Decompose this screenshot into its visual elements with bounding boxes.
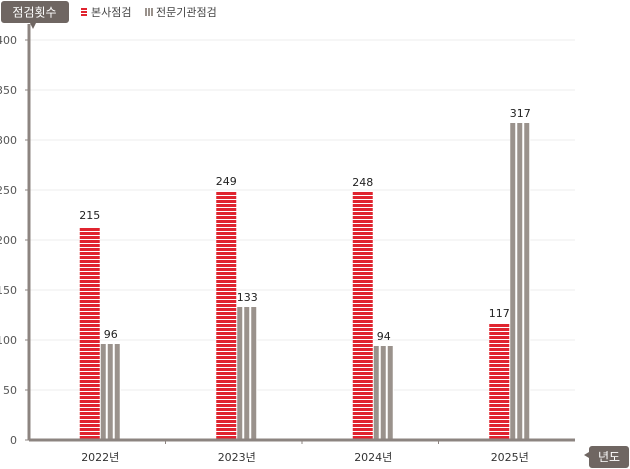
data-label: 317 — [510, 107, 531, 120]
y-tick-label: 400 — [0, 34, 17, 47]
y-tick-label: 150 — [0, 284, 17, 297]
data-label: 133 — [237, 291, 258, 304]
y-tick-label: 350 — [0, 84, 17, 97]
data-label: 117 — [489, 307, 510, 320]
bar-series-1 — [216, 191, 237, 439]
x-axis-title: 년도 — [598, 450, 620, 464]
y-tick-label: 100 — [0, 334, 17, 347]
x-tick-label: 2024년 — [354, 451, 392, 464]
bar-series-1 — [352, 192, 373, 439]
legend-label-series-2: 전문기관점검 — [156, 6, 217, 19]
legend-swatch-series-2 — [145, 8, 153, 16]
bars — [79, 123, 531, 439]
x-axis-title-tag: 년도 — [584, 446, 629, 468]
data-label: 96 — [104, 328, 118, 341]
labels: 0 50 100 150 200 250 300 350 400 215 96 2022년 249 133… — [0, 34, 531, 464]
axes — [25, 24, 575, 444]
data-label: 248 — [352, 176, 373, 189]
gridlines — [29, 39, 575, 391]
legend-item-series-2: 전문기관점검 — [145, 6, 217, 19]
x-tick-label: 2022년 — [81, 451, 119, 464]
y-axis-title-tag: 점검횟수 — [1, 1, 69, 29]
legend: 본사점검 전문기관점검 — [81, 6, 217, 19]
y-tick-label: 300 — [0, 134, 17, 147]
legend-item-series-1: 본사점검 — [81, 6, 131, 19]
bar-series-2 — [237, 307, 258, 439]
x-tick-label: 2023년 — [218, 451, 256, 464]
bar-series-1 — [79, 225, 100, 439]
y-tick-label: 250 — [0, 184, 17, 197]
bar-series-2 — [373, 346, 394, 439]
bar-series-2 — [510, 123, 531, 439]
data-label: 249 — [216, 175, 237, 188]
legend-label-series-1: 본사점검 — [91, 6, 131, 19]
legend-swatch-series-1 — [81, 8, 87, 16]
y-tick-label: 200 — [0, 234, 17, 247]
y-tick-label: 0 — [10, 434, 17, 447]
x-tick-label: 2025년 — [491, 451, 529, 464]
y-axis-title: 점검횟수 — [12, 6, 56, 20]
data-label: 215 — [79, 209, 100, 222]
data-label: 94 — [377, 330, 391, 343]
y-tick-label: 50 — [3, 384, 17, 397]
bar-series-1 — [489, 323, 510, 439]
bar-series-2 — [100, 344, 121, 439]
